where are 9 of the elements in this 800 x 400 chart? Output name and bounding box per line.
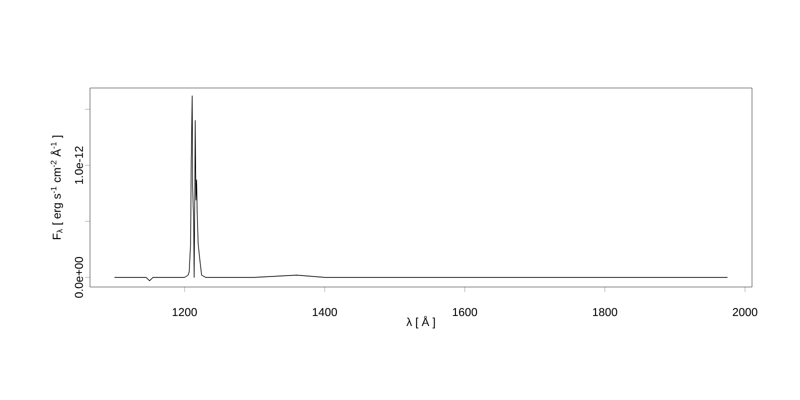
x-axis-title: λ [ Å ] [406, 316, 435, 328]
x-tick-label: 1200 [172, 308, 197, 316]
x-tick-label: 2000 [732, 308, 758, 316]
text: F$_{λ}$ [ erg s$^{-1}$ cm$^{-2}$ Å$^{-1}$ ] [50, 136, 64, 240]
y-tick-label: 1.0e-12 [74, 146, 83, 184]
x-tick-label: 1600 [452, 308, 478, 316]
x-tick-label: 1400 [312, 308, 337, 316]
x-tick-label: 1800 [593, 308, 618, 316]
y-tick-label: 0.0e+00 [74, 256, 83, 298]
